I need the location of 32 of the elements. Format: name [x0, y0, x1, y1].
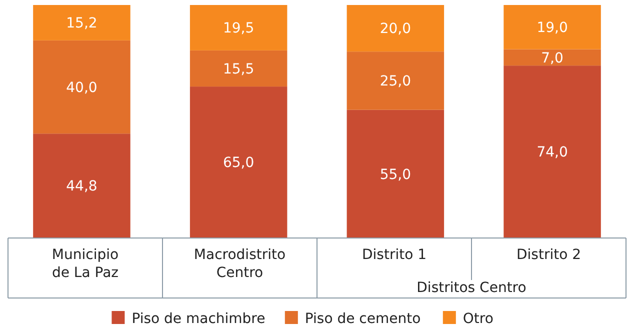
data-label: 15,2 — [66, 16, 98, 32]
bar — [33, 5, 130, 40]
bar — [190, 5, 288, 50]
data-label: 20,0 — [380, 21, 412, 38]
data-label: 19,0 — [536, 20, 568, 36]
legend-label: Otro — [462, 310, 494, 327]
bar — [346, 5, 444, 52]
bar — [33, 40, 130, 134]
bar — [346, 110, 444, 238]
bar — [190, 86, 288, 238]
data-label: 7,0 — [541, 50, 564, 66]
data-label: 44,8 — [66, 178, 98, 195]
legend-label: Piso de machimbre — [132, 310, 266, 327]
x-tick-label: Distrito 2 — [516, 247, 582, 263]
data-label: 65,0 — [222, 155, 254, 172]
legend-label: Piso de cemento — [304, 310, 421, 327]
data-label: 55,0 — [380, 166, 412, 183]
data-label: 25,0 — [380, 74, 412, 90]
bar — [190, 50, 288, 87]
bar — [346, 52, 444, 110]
x-tick-label: Distrito 1 — [362, 247, 427, 263]
data-label: 40,0 — [66, 80, 98, 96]
data-label: 74,0 — [536, 144, 568, 161]
x-tick-label: Municipio de La Paz — [52, 247, 119, 281]
data-label: 19,5 — [222, 20, 254, 37]
text: Distritos Centro — [416, 280, 526, 296]
bar — [504, 5, 601, 50]
x-tick-label: Macrodistrito Centro — [194, 247, 286, 281]
bar — [504, 49, 601, 66]
bar — [504, 66, 601, 238]
bar — [33, 134, 130, 238]
data-label: 15,5 — [222, 61, 254, 78]
